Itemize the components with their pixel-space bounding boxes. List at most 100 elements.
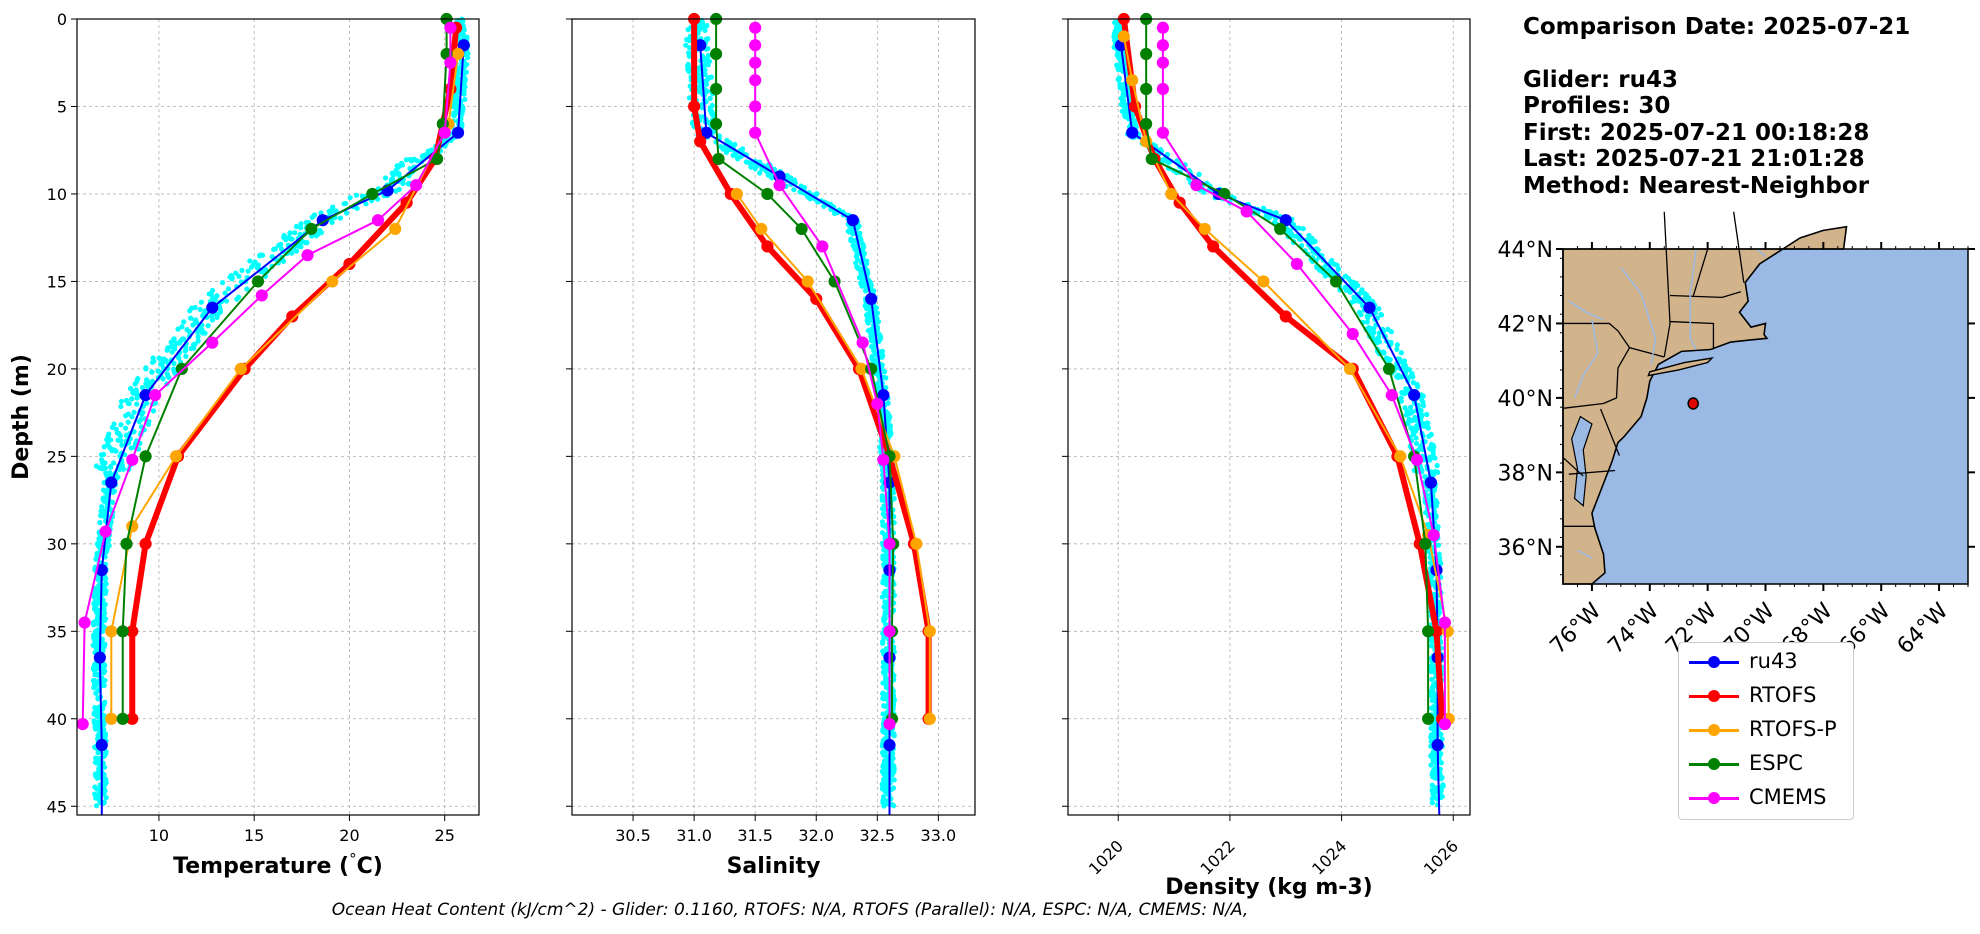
glider-point: [107, 444, 113, 451]
series-marker-rtofs-p: [1165, 187, 1178, 201]
state-border: [1692, 248, 1709, 297]
series-marker-cmems: [877, 453, 890, 466]
glider-point: [1116, 75, 1122, 81]
glider-point: [244, 286, 250, 292]
glider-point: [171, 336, 177, 342]
state-border: [1563, 322, 1665, 358]
series-marker-rtofs-p: [1126, 74, 1139, 87]
series-marker-cmems: [1438, 717, 1451, 731]
glider-point: [91, 601, 97, 607]
glider-point: [143, 365, 149, 371]
axes-frame: [571, 18, 976, 816]
glider-point: [850, 231, 856, 237]
series-marker-rtofs-p: [451, 47, 465, 61]
glider-point: [198, 299, 205, 305]
axes-frame: [1067, 18, 1471, 816]
glider-point: [848, 237, 854, 244]
x-tick-label: 15: [244, 826, 264, 845]
glider-point: [94, 757, 100, 763]
series-marker-rtofs-p: [1117, 30, 1130, 43]
series-marker-espc: [139, 450, 152, 463]
series-marker-ru43: [451, 126, 465, 139]
glider-point: [298, 225, 304, 231]
unit-text: C): [357, 854, 383, 879]
glider-point: [1440, 783, 1446, 789]
glider-point: [164, 347, 170, 353]
y-axis-label: Depth (m): [9, 354, 34, 480]
glider-point: [1434, 463, 1440, 469]
series-marker-rtofs-p: [1343, 362, 1357, 375]
series-marker-espc: [116, 712, 129, 725]
glider-point: [247, 258, 253, 264]
glider-point: [342, 200, 349, 207]
series-marker-rtofs: [694, 135, 707, 148]
legend-item-rtofs-p: RTOFS-P: [1679, 715, 1853, 745]
salinity-panel: 30.5 31.0 31.5 32.0 32.5 33.0 Salinity: [566, 12, 976, 879]
glider-point: [271, 246, 277, 252]
glider-point: [101, 682, 107, 689]
glider-point: [880, 728, 886, 734]
glider-point: [139, 384, 146, 391]
x-axis-label: Temperature (°C): [173, 850, 383, 879]
glider-point: [161, 356, 167, 362]
river: [1568, 300, 1604, 321]
series-marker-rtofs-p: [1394, 450, 1407, 463]
series-marker-espc: [1140, 47, 1153, 61]
glider-point: [168, 343, 174, 350]
glider-point: [685, 61, 691, 67]
series-marker-cmems: [99, 525, 112, 538]
y-tick-label: 40: [47, 710, 67, 729]
glider-point: [1428, 573, 1434, 580]
series-marker-cmems: [78, 616, 91, 629]
y-tick-label: 0: [57, 10, 67, 29]
glider-point: [1410, 431, 1417, 437]
glider-point: [101, 495, 108, 501]
glider-point: [874, 324, 880, 330]
series-marker-cmems: [1410, 453, 1424, 466]
glider-point: [102, 699, 108, 705]
series-marker-espc: [366, 187, 379, 201]
glider-point: [1334, 262, 1340, 268]
glider-point: [461, 88, 467, 94]
series-marker-cmems: [749, 21, 762, 34]
series-marker-espc: [251, 275, 265, 288]
glider-point: [882, 797, 888, 803]
glider-point: [179, 336, 186, 342]
legend-marker: [1708, 656, 1720, 668]
x-axis-label: Salinity: [727, 854, 821, 879]
glider-point: [881, 668, 887, 674]
glider-point: [179, 324, 185, 330]
glider-point: [1329, 257, 1335, 264]
river: [1620, 267, 1657, 365]
state-border: [1670, 320, 1715, 350]
glider-point: [1353, 280, 1359, 287]
series-marker-cmems: [749, 100, 762, 113]
glider-point: [1433, 785, 1439, 791]
series-marker-ru43: [1363, 301, 1376, 314]
x-tick-label: 1020: [1085, 836, 1127, 878]
glider-point: [1406, 374, 1412, 381]
series-marker-cmems: [1346, 327, 1359, 340]
glider-point: [868, 331, 874, 337]
glider-point: [100, 623, 106, 630]
y-tick-label: 35: [47, 622, 67, 641]
glider-point: [105, 433, 111, 440]
glider-point: [287, 230, 293, 236]
glider-point: [879, 495, 886, 501]
glider-point: [171, 366, 177, 372]
glider-point: [411, 156, 417, 162]
glider-point: [1359, 287, 1365, 293]
glider-point: [451, 97, 458, 103]
glider-point: [292, 230, 298, 236]
series-marker-rtofs-p: [105, 625, 118, 638]
glider-point: [881, 604, 887, 610]
glider-point: [881, 703, 887, 709]
glider-point: [1365, 315, 1371, 321]
series-marker-rtofs-p: [326, 275, 339, 288]
glider-point: [101, 799, 107, 805]
glider-point: [1419, 467, 1425, 473]
glider-point: [877, 336, 884, 342]
series-marker-espc: [1140, 82, 1153, 96]
glider-point: [889, 731, 896, 737]
comparison-date: Comparison Date: 2025-07-21: [1523, 14, 1911, 40]
